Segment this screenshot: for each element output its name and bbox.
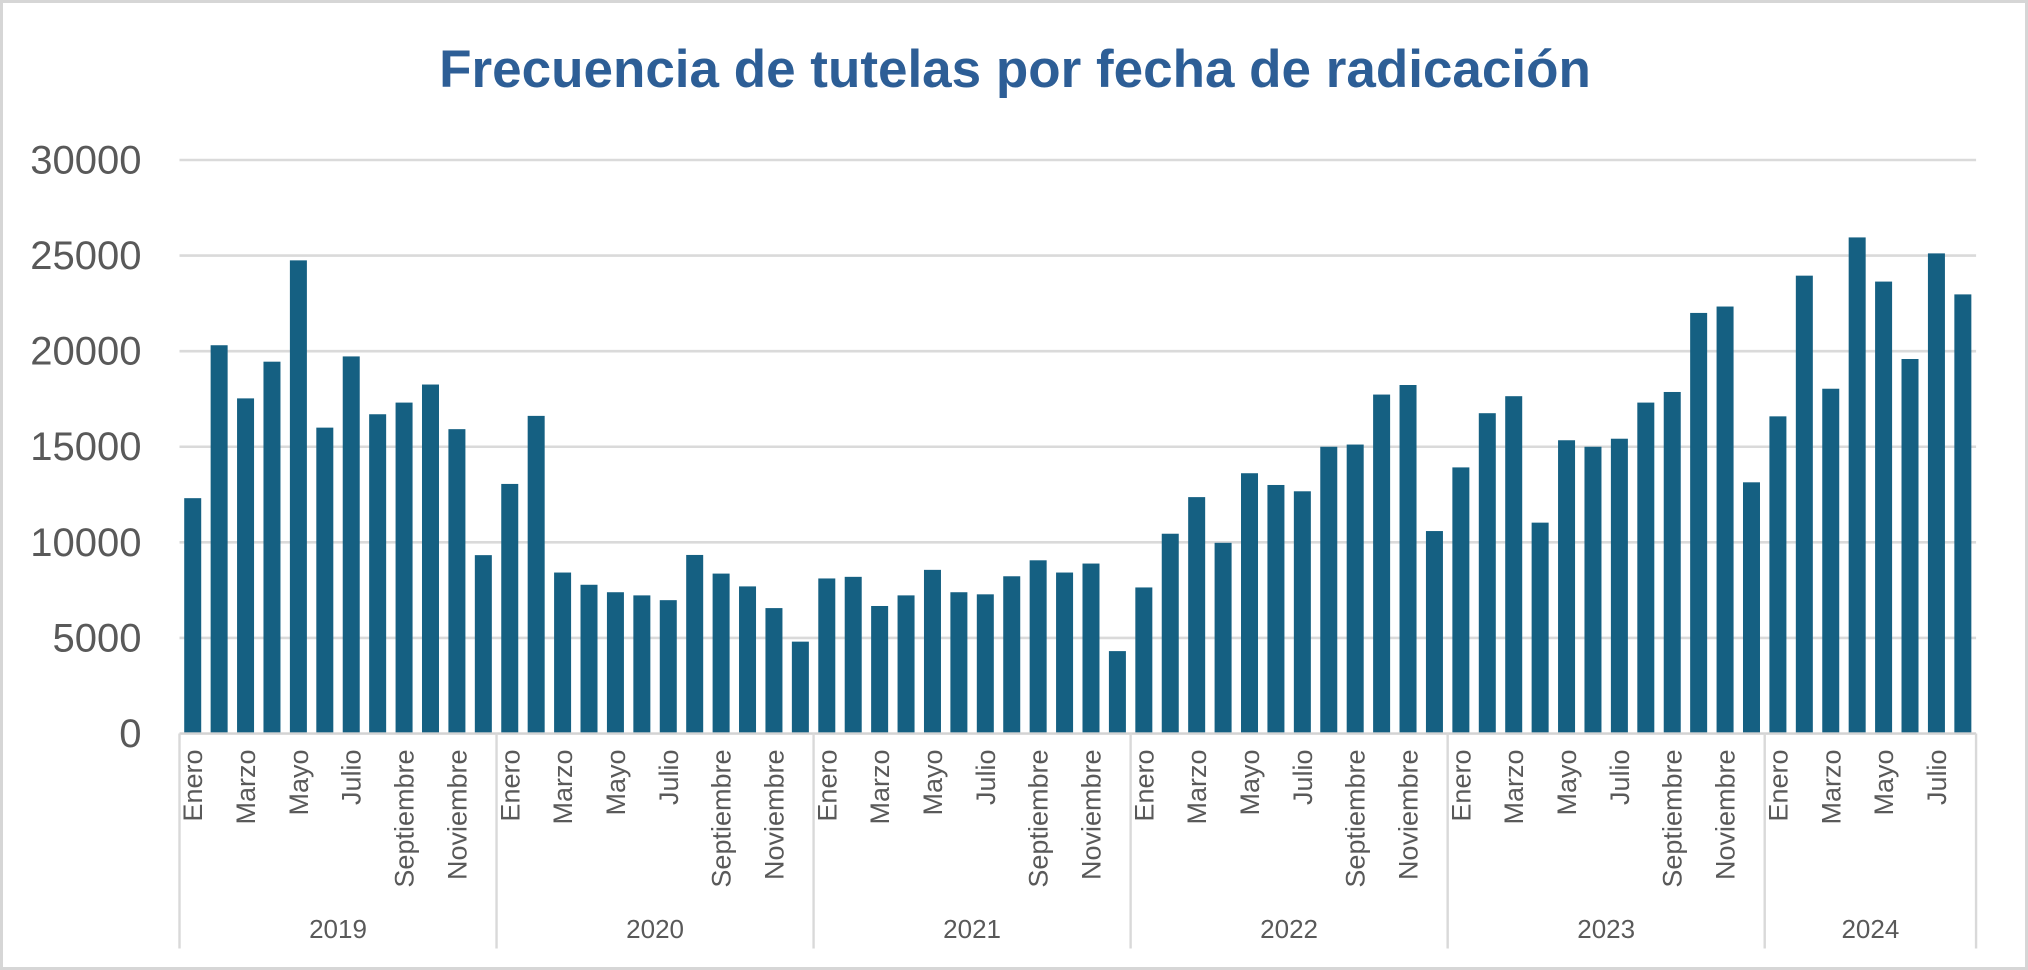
svg-text:Noviembre: Noviembre — [1711, 750, 1741, 881]
svg-text:25000: 25000 — [30, 234, 141, 278]
svg-text:Marzo: Marzo — [865, 750, 895, 825]
svg-text:30000: 30000 — [30, 139, 141, 183]
svg-text:Mayo: Mayo — [1235, 750, 1265, 816]
svg-text:Mayo: Mayo — [601, 750, 631, 816]
svg-text:Septiembre: Septiembre — [390, 750, 420, 888]
svg-text:Noviembre: Noviembre — [1394, 750, 1424, 881]
svg-text:Septiembre: Septiembre — [1024, 750, 1054, 888]
svg-text:Noviembre: Noviembre — [442, 750, 472, 881]
svg-text:Septiembre: Septiembre — [707, 750, 737, 888]
svg-text:Enero: Enero — [1129, 750, 1159, 822]
svg-text:Enero: Enero — [1446, 750, 1476, 822]
svg-text:Noviembre: Noviembre — [1076, 750, 1106, 881]
svg-text:2023: 2023 — [1577, 914, 1635, 944]
svg-text:10000: 10000 — [30, 521, 141, 565]
svg-text:Marzo: Marzo — [548, 750, 578, 825]
svg-text:Mayo: Mayo — [1552, 750, 1582, 816]
svg-text:2024: 2024 — [1841, 914, 1899, 944]
svg-text:Julio: Julio — [971, 750, 1001, 806]
svg-text:Marzo: Marzo — [1499, 750, 1529, 825]
svg-text:20000: 20000 — [30, 330, 141, 374]
svg-text:2020: 2020 — [626, 914, 684, 944]
svg-text:2022: 2022 — [1260, 914, 1318, 944]
svg-text:Mayo: Mayo — [284, 750, 314, 816]
svg-text:5000: 5000 — [53, 616, 142, 660]
svg-text:15000: 15000 — [30, 425, 141, 469]
svg-text:Septiembre: Septiembre — [1341, 750, 1371, 888]
svg-text:Marzo: Marzo — [1816, 750, 1846, 825]
svg-text:Mayo: Mayo — [918, 750, 948, 816]
svg-text:Enero: Enero — [1763, 750, 1793, 822]
svg-text:Enero: Enero — [495, 750, 525, 822]
svg-text:Marzo: Marzo — [231, 750, 261, 825]
svg-text:Enero: Enero — [812, 750, 842, 822]
svg-text:Julio: Julio — [654, 750, 684, 806]
svg-text:2019: 2019 — [309, 914, 367, 944]
svg-text:Noviembre: Noviembre — [759, 750, 789, 881]
svg-text:Julio: Julio — [1605, 750, 1635, 806]
svg-text:Marzo: Marzo — [1182, 750, 1212, 825]
svg-text:Enero: Enero — [178, 750, 208, 822]
svg-text:Julio: Julio — [1288, 750, 1318, 806]
svg-text:Julio: Julio — [1922, 750, 1952, 806]
svg-text:Septiembre: Septiembre — [1658, 750, 1688, 888]
svg-text:0: 0 — [119, 712, 141, 756]
svg-text:2021: 2021 — [943, 914, 1001, 944]
svg-text:Frecuencia de tutelas por fech: Frecuencia de tutelas por fecha de radic… — [439, 40, 1591, 99]
svg-text:Julio: Julio — [337, 750, 367, 806]
svg-text:Mayo: Mayo — [1869, 750, 1899, 816]
